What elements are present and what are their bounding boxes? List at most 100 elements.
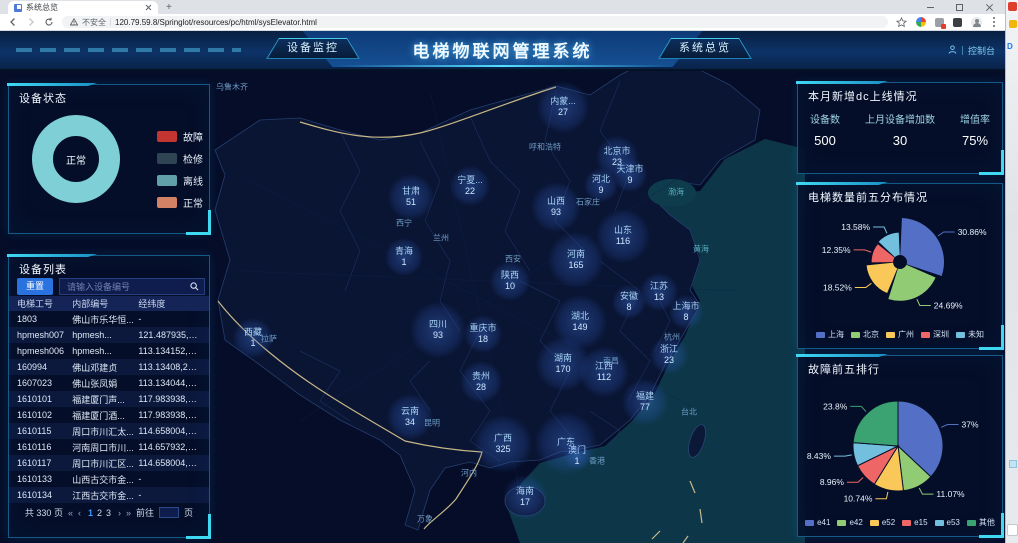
slice-广州[interactable] bbox=[866, 262, 898, 294]
status-legend-正常[interactable]: 正常 bbox=[157, 195, 203, 210]
map-bubble-重庆市[interactable]: 重庆市 18 bbox=[464, 315, 502, 353]
map-bubble-浙江[interactable]: 浙江 23 bbox=[650, 336, 688, 374]
window-minimize-button[interactable] bbox=[927, 6, 934, 8]
prev-page-icon[interactable]: ‹ bbox=[77, 507, 81, 518]
table-row[interactable]: 1610102 福建厦门酒... 117.983938,24.5... bbox=[9, 407, 209, 423]
slice-深圳[interactable] bbox=[871, 244, 895, 263]
legend-item-其他[interactable]: 其他 bbox=[966, 517, 995, 528]
table-row[interactable]: 160994 佛山邓建贞 113.13408,23.03... bbox=[9, 359, 209, 375]
map-bubble-安徽[interactable]: 安徽 8 bbox=[612, 285, 646, 319]
table-row[interactable]: hpmesh006 hpmesh... 113.134152,23.0... bbox=[9, 343, 209, 359]
window-maximize-button[interactable] bbox=[956, 3, 963, 11]
table-row[interactable]: 1803 佛山市乐华恒... - bbox=[9, 311, 209, 327]
tab-close-icon[interactable] bbox=[145, 4, 152, 11]
slice-e41[interactable] bbox=[897, 400, 944, 478]
legend-item-e52[interactable]: e52 bbox=[869, 518, 895, 527]
page-button-2[interactable]: 2 bbox=[96, 507, 102, 518]
map-bubble-江西[interactable]: 江西 112 bbox=[579, 347, 629, 397]
map-label-西安: 西安 bbox=[505, 254, 521, 264]
legend-item-e53[interactable]: e53 bbox=[934, 518, 960, 527]
next-page-icon[interactable]: › bbox=[118, 507, 122, 518]
table-row[interactable]: hpmesh007 hpmesh... 121.487935,31.2... bbox=[9, 327, 209, 343]
map-bubble-广西[interactable]: 广西 325 bbox=[474, 415, 532, 473]
map-bubble-福建[interactable]: 福建 77 bbox=[622, 379, 668, 425]
page-button-3[interactable]: 3 bbox=[106, 507, 112, 518]
extension-colorwheel-icon[interactable] bbox=[916, 17, 926, 27]
background-app-red-icon[interactable] bbox=[1008, 2, 1017, 11]
reload-icon[interactable] bbox=[44, 17, 54, 27]
bookmark-star-icon[interactable] bbox=[896, 16, 907, 28]
map-bubble-澳门[interactable]: 澳门 1 bbox=[563, 442, 591, 470]
legend-item-e42[interactable]: e42 bbox=[837, 518, 863, 527]
first-page-icon[interactable]: « bbox=[67, 507, 73, 518]
console-link[interactable]: 控制台 bbox=[967, 46, 995, 56]
address-bar[interactable]: 不安全 120.79.59.8/Springlot/resources/pc/h… bbox=[62, 16, 888, 28]
nav-button-system-overview[interactable]: 系统总览 bbox=[658, 38, 752, 59]
map-bubble-陕西[interactable]: 陕西 10 bbox=[490, 261, 530, 301]
legend-item-未知[interactable]: 未知 bbox=[956, 329, 984, 340]
toolbar-icons bbox=[896, 16, 997, 29]
map-bubble-宁夏...[interactable]: 宁夏... 22 bbox=[450, 166, 490, 206]
window-close-button[interactable] bbox=[985, 3, 993, 11]
status-legend-检修[interactable]: 检修 bbox=[157, 151, 203, 166]
legend-item-广州[interactable]: 广州 bbox=[886, 329, 914, 340]
legend-item-深圳[interactable]: 深圳 bbox=[921, 329, 949, 340]
search-input[interactable] bbox=[65, 280, 187, 293]
back-icon[interactable] bbox=[8, 17, 18, 27]
legend-item-e15[interactable]: e15 bbox=[902, 518, 928, 527]
last-page-icon[interactable]: » bbox=[126, 507, 132, 518]
page-button-1[interactable]: 1 bbox=[87, 507, 93, 518]
map-bubble-上海市[interactable]: 上海市 8 bbox=[669, 295, 703, 329]
map-bubble-湖南[interactable]: 湖南 170 bbox=[536, 337, 590, 391]
map-bubble-河南[interactable]: 河南 165 bbox=[548, 232, 604, 288]
background-app-tray-icon[interactable] bbox=[1007, 524, 1018, 536]
map-bubble-西藏[interactable]: 西藏 1 bbox=[233, 318, 273, 358]
reset-button[interactable]: 重置 bbox=[17, 278, 54, 295]
map-bubble-山西[interactable]: 山西 93 bbox=[531, 182, 581, 232]
status-legend-故障[interactable]: 故障 bbox=[157, 129, 203, 144]
slice-未知[interactable] bbox=[878, 232, 900, 258]
goto-page-input[interactable] bbox=[159, 507, 180, 518]
slice-北京[interactable] bbox=[888, 264, 936, 301]
background-app-lock-icon[interactable] bbox=[1009, 20, 1017, 28]
map-bubble-贵州[interactable]: 贵州 28 bbox=[460, 361, 502, 403]
profile-avatar[interactable] bbox=[971, 16, 982, 28]
status-legend-离线[interactable]: 离线 bbox=[157, 173, 203, 188]
map-bubble-广东[interactable]: 广东 bbox=[535, 412, 597, 474]
map-bubble-北京市[interactable]: 北京市23 bbox=[596, 136, 638, 178]
legend-item-上海[interactable]: 上海 bbox=[816, 329, 844, 340]
map-bubble-江苏[interactable]: 江苏 13 bbox=[640, 273, 678, 311]
extension-pin-icon[interactable] bbox=[953, 17, 962, 27]
map-bubble-河北[interactable]: 河北 9 bbox=[584, 168, 618, 202]
bubble-province-name: 江苏 bbox=[649, 280, 668, 291]
forward-icon[interactable] bbox=[26, 17, 36, 27]
map-bubble-四川[interactable]: 四川 93 bbox=[410, 302, 466, 358]
table-row[interactable]: 1610116 河南周口市川... 114.657932,33.6... bbox=[9, 439, 209, 455]
browser-tab[interactable]: 系统总览 bbox=[8, 1, 158, 14]
map-bubble-云南[interactable]: 云南 34 bbox=[387, 394, 433, 440]
table-row[interactable]: 1610133 山西古交市金... - bbox=[9, 471, 209, 487]
user-icon[interactable] bbox=[948, 45, 957, 56]
map-bubble-内蒙...[interactable]: 内蒙... 27 bbox=[537, 81, 589, 133]
browser-menu-icon[interactable] bbox=[993, 21, 995, 23]
slice-上海[interactable] bbox=[900, 218, 944, 277]
map-bubble-青海[interactable]: 青海 1 bbox=[385, 238, 423, 276]
map-bubble-天津市[interactable]: 天津市 9 bbox=[613, 158, 647, 192]
map-bubble-山东[interactable]: 山东 116 bbox=[596, 209, 650, 263]
extension-badge-icon[interactable] bbox=[935, 17, 946, 29]
taiwan-island bbox=[688, 424, 706, 458]
table-row[interactable]: 1610101 福建厦门声... 117.983938,24.5... bbox=[9, 391, 209, 407]
table-row[interactable]: 1610117 周口市川汇区... 114.658004,33.6... bbox=[9, 455, 209, 471]
map-bubble-甘肃[interactable]: 甘肃 51 bbox=[388, 174, 434, 220]
new-tab-button[interactable]: + bbox=[166, 2, 172, 13]
table-row[interactable]: 1610115 周口市川汇太... 114.658004,33.6... bbox=[9, 423, 209, 439]
legend-item-e41[interactable]: e41 bbox=[805, 518, 830, 527]
table-row[interactable]: 1610134 江西古交市金... - bbox=[9, 487, 209, 503]
map-bubble-海南[interactable]: 海南 17 bbox=[503, 475, 547, 519]
table-row[interactable]: 1607023 佛山张凤娟 113.134044,23.0... bbox=[9, 375, 209, 391]
legend-item-北京[interactable]: 北京 bbox=[851, 329, 879, 340]
search-icon[interactable] bbox=[190, 278, 199, 296]
slice-其他[interactable] bbox=[852, 400, 899, 447]
map-bubble-湖北[interactable]: 湖北 149 bbox=[553, 295, 607, 349]
nav-button-device-monitor[interactable]: 设备监控 bbox=[266, 38, 360, 59]
